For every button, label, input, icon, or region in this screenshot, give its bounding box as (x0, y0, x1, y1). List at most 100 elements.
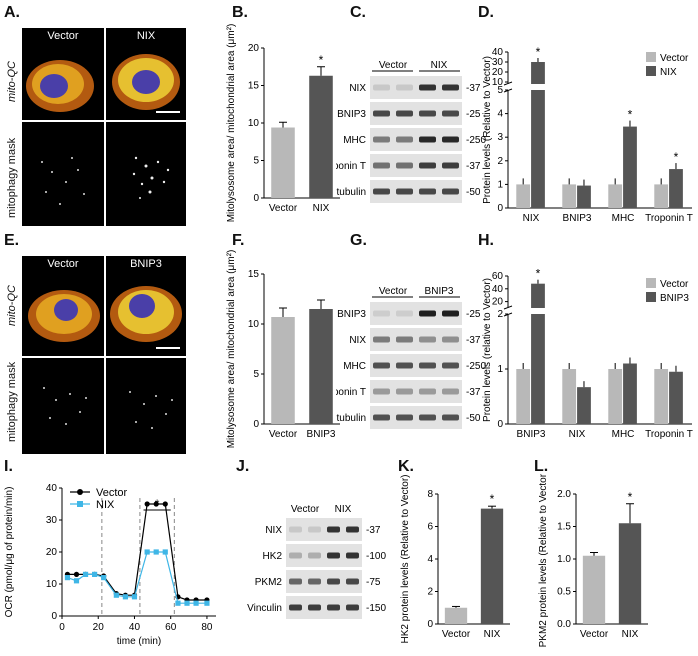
panel-label-c: C. (350, 4, 366, 21)
row-label-mitoqc: mito-QC (6, 61, 18, 102)
significance-star: * (490, 492, 495, 506)
micrograph-nix-mitoqc: NIX (106, 28, 186, 120)
data-point (184, 600, 190, 606)
significance-star: * (628, 108, 633, 122)
y-tick-label: 30 (46, 515, 58, 526)
y-tick-label: 40 (492, 47, 504, 58)
blot-band (373, 388, 390, 395)
blot-label: NIX (349, 83, 366, 94)
bar (444, 607, 468, 624)
blot-band (419, 162, 436, 169)
y-tick-label: 40 (46, 483, 58, 494)
bar (577, 387, 591, 424)
row-label-mitoqc-2: mito-QC (6, 285, 18, 326)
y-axis-label: Mitolysosome area/ mitochondrial area (μ… (226, 24, 237, 222)
blot-label: PKM2 (255, 577, 283, 588)
data-point (64, 575, 71, 581)
legend-swatch (646, 292, 656, 302)
data-point (175, 600, 181, 606)
blot-band (442, 336, 459, 343)
chart-l: 0.0 0.5 1.0 1.5 2.0 Vector NIX * PKM2 protein le… (538, 474, 648, 647)
blot-mw: -250 (466, 135, 486, 146)
blot-mw: -50 (466, 187, 481, 198)
blot-group-label: NIX (335, 504, 352, 515)
blot-c: Vector NIX NIX -37 BNIP3 -25 MHC -250 Troponin T… (336, 60, 486, 203)
blot-strip (370, 380, 462, 403)
blot-label: Troponin T (336, 161, 366, 172)
y-tick-label: 0.5 (557, 587, 571, 598)
y-tick-label: 10 (46, 579, 58, 590)
bar (623, 126, 637, 208)
micrograph-bnip3-mitoqc: BNIP3 (106, 256, 186, 356)
blot-label: MHC (343, 135, 366, 146)
x-tick-label: NIX (622, 629, 639, 640)
caption-bnip3: BNIP3 (130, 258, 162, 270)
row-label-mitophagy-mask-2: mitophagy mask (6, 361, 18, 442)
y-tick-label: 5 (253, 156, 259, 167)
panel-label-h: H. (478, 232, 494, 249)
y-tick-label: 8 (427, 489, 433, 500)
bar (608, 184, 623, 208)
blot-band (346, 578, 359, 585)
blot-band (373, 162, 390, 169)
data-point (193, 600, 199, 606)
blot-label: Troponin T (336, 387, 366, 398)
x-tick-label: NIX (523, 213, 540, 224)
blot-band (308, 526, 321, 533)
blot-band (396, 336, 413, 343)
blot-mw: -37 (466, 335, 481, 346)
panel-label-i: I. (4, 458, 13, 475)
bar (309, 309, 333, 424)
x-tick-label: Vector (580, 629, 609, 640)
blot-band (327, 552, 340, 559)
y-tick-label: 2 (427, 587, 433, 598)
blot-band (442, 362, 459, 369)
y-tick-label: 5 (253, 369, 259, 380)
row-label-mitophagy-mask: mitophagy mask (6, 137, 18, 218)
panel-label-g: G. (350, 232, 367, 249)
caption-vector-2: Vector (47, 258, 79, 270)
blot-strip (286, 596, 362, 619)
data-point (73, 578, 80, 584)
blot-band (327, 578, 340, 585)
significance-star: * (674, 150, 679, 164)
blot-band (346, 552, 359, 559)
y-tick-label: 15 (248, 81, 260, 92)
blot-label: MHC (343, 361, 366, 372)
y-axis-label: Protein levels (relative to Vector) (482, 278, 493, 422)
blot-strip (370, 328, 462, 351)
blot-g: Vector BNIP3 BNIP3 -25 NIX -37 MHC -250 Troponin… (336, 286, 486, 429)
blot-band (442, 84, 459, 91)
micrograph-vector-mask (22, 122, 104, 226)
blot-mw: -37 (466, 83, 481, 94)
y-tick-label: 0 (497, 419, 503, 430)
y-tick-label: 3 (497, 132, 503, 143)
bar (531, 90, 545, 208)
blot-band (327, 526, 340, 533)
blot-mw: -50 (466, 413, 481, 424)
blot-mw: -25 (466, 109, 481, 120)
blot-mw: -37 (366, 525, 381, 536)
x-axis-label: time (min) (117, 636, 161, 647)
y-tick-label: 2 (497, 156, 503, 167)
significance-star: * (628, 490, 633, 504)
legend-label: Vector (96, 487, 128, 499)
legend-label: Vector (660, 279, 689, 290)
y-axis-label: Protein levels (Relative to Vector) (482, 56, 493, 204)
blot-band (419, 388, 436, 395)
legend-label: NIX (96, 499, 115, 511)
significance-star: * (536, 267, 541, 281)
blot-band (396, 162, 413, 169)
bar (562, 184, 577, 208)
data-point (73, 571, 80, 577)
blot-label: BNIP3 (337, 109, 366, 120)
data-point (204, 600, 210, 606)
y-axis-label: Mitolysosome area/ mitochondrial area (μ… (226, 250, 237, 448)
y-tick-label: 20 (46, 547, 58, 558)
bar (271, 317, 295, 424)
blot-j: Vector NIX NIX -37 HK2 -100 PKM2 -75 Vinculin -15… (247, 504, 386, 619)
x-tick-label: NIX (313, 203, 330, 214)
axis-break (503, 305, 513, 310)
bar (531, 314, 545, 424)
bar (608, 369, 623, 424)
